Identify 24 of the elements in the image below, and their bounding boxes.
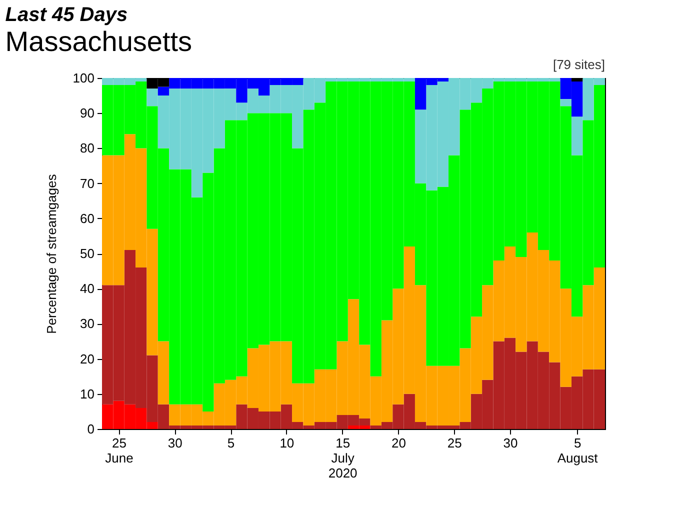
chart-title: Last 45 Days	[5, 4, 128, 26]
y-axis-title: Percentage of streamgages	[44, 174, 59, 334]
y-tick-label: 100	[72, 70, 94, 86]
x-tick-label: 25	[447, 436, 462, 450]
y-tick-label: 40	[80, 281, 94, 296]
y-tick-label: 90	[80, 106, 94, 121]
y-tick-label: 70	[80, 176, 94, 191]
x-tick-label: 25 June	[105, 436, 134, 466]
x-tick-label: 10	[280, 436, 294, 450]
x-tick-label: 30	[168, 436, 182, 450]
chart-subtitle: Massachusetts	[5, 26, 192, 57]
text: [79 sites]	[552, 57, 605, 72]
y-tick-label: 80	[80, 140, 94, 156]
y-tick-label: 10	[80, 386, 94, 402]
x-tick-label: 30	[503, 436, 518, 450]
y-tick-label: 30	[80, 316, 94, 332]
y-tick-label: 50	[80, 246, 94, 261]
y-tick-label: 0	[87, 422, 94, 436]
x-tick-label: 5 August	[557, 436, 598, 466]
x-tick-label: 15 July 2020	[328, 436, 358, 480]
y-tick-label: 20	[80, 351, 94, 366]
x-tick-label: 5	[227, 436, 235, 450]
y-tick-label: 60	[80, 210, 94, 226]
x-tick-label: 20	[391, 436, 406, 450]
